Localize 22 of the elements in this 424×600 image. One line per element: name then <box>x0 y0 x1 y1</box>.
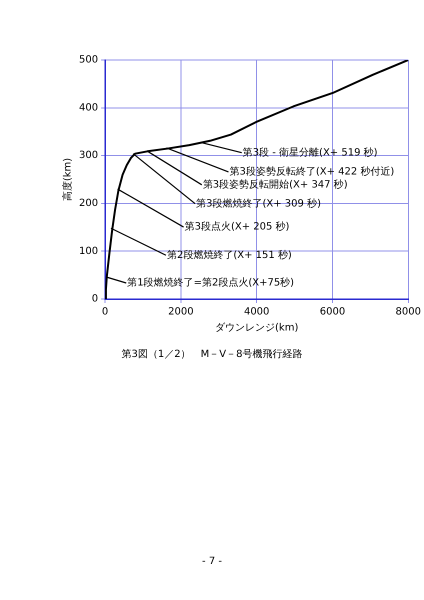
y-axis-title: 高度(km) <box>62 158 74 202</box>
annotation: 第3段点火(X+ 205 秒) <box>184 220 290 233</box>
x-axis-title: ダウンレンジ(km) <box>215 322 298 334</box>
y-tick-label: 100 <box>78 246 98 257</box>
text: - 7 - <box>201 556 223 567</box>
y-tick-label: 400 <box>78 102 98 114</box>
y-tick-label: 200 <box>78 198 98 209</box>
annotation: 第2段燃焼終了(X+ 151 秒) <box>166 248 292 261</box>
x-tick-label: 2000 <box>168 306 194 318</box>
x-tick-label: 0 <box>102 306 108 318</box>
x-tick-label: 8000 <box>396 306 421 318</box>
annotation: 第3段姿勢反転終了(X+ 422 秒付近) <box>229 166 394 178</box>
text: 第3図（1／2） M－V－8号機飛行経路 <box>120 348 304 361</box>
annotation: 第3段姿勢反転開始(X+ 347 秒) <box>202 178 348 190</box>
annotation: 第3段 - 衛星分離(X+ 519 秒) <box>242 146 378 158</box>
annotation: 第3段燃焼終了(X+ 309 秒) <box>196 197 322 210</box>
x-tick-label: 4000 <box>244 306 270 318</box>
y-tick-label: 0 <box>92 294 98 305</box>
y-tick-label: 300 <box>78 150 98 162</box>
y-tick-label: 500 <box>78 54 98 66</box>
annotation: 第1段燃焼終了=第2段点火(X+75秒) <box>127 276 294 289</box>
x-tick-label: 6000 <box>320 306 346 318</box>
